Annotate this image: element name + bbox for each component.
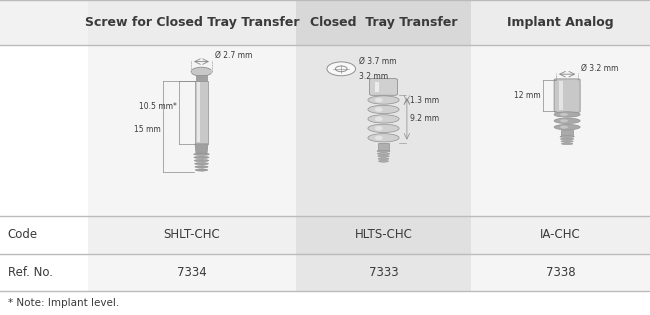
Ellipse shape [195,169,208,171]
Bar [296,216,471,254]
Circle shape [335,66,347,72]
Bar [88,216,296,254]
Ellipse shape [194,159,209,162]
Text: Implant Analog: Implant Analog [507,16,614,29]
Bar [0,45,88,216]
Ellipse shape [368,124,399,133]
Text: Ø 3.7 mm: Ø 3.7 mm [359,57,396,66]
Bar [195,81,208,144]
Text: HLTS-CHC: HLTS-CHC [354,228,413,241]
Ellipse shape [561,140,573,142]
Bar [561,130,573,136]
Ellipse shape [195,166,208,168]
FancyBboxPatch shape [196,75,207,81]
Ellipse shape [191,67,212,76]
Bar [0,291,650,315]
Text: Screw for Closed Tray Transfer: Screw for Closed Tray Transfer [84,16,299,29]
Ellipse shape [378,158,389,160]
Text: Ø 3.2 mm: Ø 3.2 mm [582,64,619,72]
Bar [471,216,650,254]
Ellipse shape [375,135,383,140]
Text: 1.3 mm: 1.3 mm [410,95,439,105]
Bar [378,143,389,151]
Bar [0,216,88,254]
Bar [471,45,650,216]
Text: 7333: 7333 [369,266,398,279]
Bar [296,254,471,291]
FancyBboxPatch shape [369,78,398,95]
Text: 3.2 mm: 3.2 mm [359,72,388,81]
FancyBboxPatch shape [554,79,580,112]
Ellipse shape [368,105,399,114]
Text: 15 mm: 15 mm [134,125,161,134]
Text: Ø 2.7 mm: Ø 2.7 mm [215,51,253,60]
Text: SHLT-CHC: SHLT-CHC [163,228,220,241]
Bar [88,254,296,291]
Ellipse shape [560,113,568,116]
Bar [374,82,380,92]
Text: 10.5 mm*: 10.5 mm* [139,101,177,111]
Ellipse shape [560,138,574,140]
Ellipse shape [194,156,209,158]
Ellipse shape [560,125,568,129]
Bar [559,81,563,110]
Ellipse shape [554,112,580,117]
Text: Code: Code [8,228,38,241]
Bar [296,45,471,216]
Text: 7338: 7338 [546,266,575,279]
Ellipse shape [560,136,575,138]
Bar [191,70,212,73]
Text: 7334: 7334 [177,266,207,279]
Bar [471,0,650,45]
Circle shape [327,62,356,76]
Bar [88,45,296,216]
Ellipse shape [368,115,399,123]
Ellipse shape [377,150,390,152]
Ellipse shape [375,107,383,112]
Bar [0,254,88,291]
Ellipse shape [378,153,389,155]
Text: Closed  Tray Transfer: Closed Tray Transfer [310,16,457,29]
Ellipse shape [375,117,383,121]
Ellipse shape [378,160,389,162]
Ellipse shape [375,98,383,102]
Polygon shape [195,144,208,153]
Ellipse shape [378,155,389,157]
Ellipse shape [560,119,568,122]
Bar [296,0,471,45]
Ellipse shape [554,118,580,123]
Ellipse shape [194,153,209,155]
Ellipse shape [375,126,383,131]
Text: * Note: Implant level.: * Note: Implant level. [8,298,119,308]
Bar [0,0,88,45]
Ellipse shape [554,124,580,130]
Text: IA-CHC: IA-CHC [540,228,581,241]
Text: 12 mm: 12 mm [514,91,541,100]
Ellipse shape [368,96,399,104]
Text: Ref. No.: Ref. No. [8,266,53,279]
Bar [197,83,200,142]
Bar [88,0,296,45]
Text: 9.2 mm: 9.2 mm [410,114,439,123]
Ellipse shape [194,163,209,165]
Ellipse shape [562,143,573,145]
Bar [471,254,650,291]
Ellipse shape [368,134,399,142]
